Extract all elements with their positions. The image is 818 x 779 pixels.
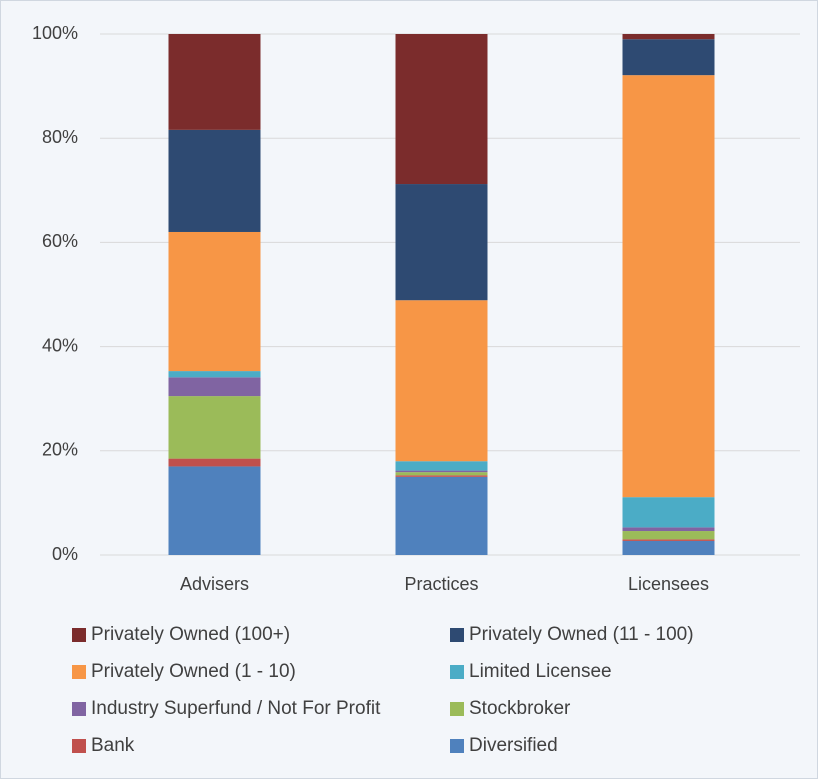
legend-label: Bank [91,735,135,756]
legend-swatch [72,665,86,679]
legend-label: Diversified [469,735,558,756]
y-tick-label: 100% [32,23,78,43]
bar-segment [168,458,261,467]
bar-segment [395,34,488,185]
legend-swatch [72,702,86,716]
bar-segment [395,470,488,473]
legend-swatch [450,702,464,716]
bar-segment [622,540,715,555]
bar-segment [622,531,715,540]
x-tick-label: Licensees [628,574,709,594]
x-tick-label: Practices [404,574,478,594]
bar-segment [395,475,488,477]
bar-segment [395,184,488,301]
bar-segment [622,497,715,528]
bar-segment [168,371,261,378]
bar-segment [395,300,488,462]
bar-segment [622,39,715,76]
bar-segment [622,75,715,498]
bar-segment [168,396,261,459]
legend-label: Industry Superfund / Not For Profit [91,698,381,719]
bar-segment [168,129,261,232]
legend-label: Privately Owned (11 - 100) [469,624,694,645]
legend-label: Limited Licensee [469,661,612,682]
y-tick-label: 40% [42,335,78,355]
bar-segment [395,472,488,476]
bar-segment [168,34,261,130]
legend-swatch [72,739,86,753]
y-tick-label: 60% [42,231,78,251]
y-tick-label: 0% [52,544,78,564]
bar-segment [168,466,261,555]
bar-segment [622,34,715,40]
legend-swatch [72,628,86,642]
y-tick-label: 80% [42,127,78,147]
legend-swatch [450,665,464,679]
bar-segment [395,476,488,555]
legend-label: Stockbroker [469,698,571,719]
legend-swatch [450,628,464,642]
bar-segment [395,461,488,471]
x-tick-label: Advisers [180,574,249,594]
y-tick-label: 20% [42,440,78,460]
bar-segment [622,527,715,532]
legend-swatch [450,739,464,753]
legend-label: Privately Owned (100+) [91,624,290,645]
bar-segment [168,231,261,372]
legend-label: Privately Owned (1 - 10) [91,661,296,682]
bar-segment [622,539,715,541]
bar-segment [168,377,261,397]
